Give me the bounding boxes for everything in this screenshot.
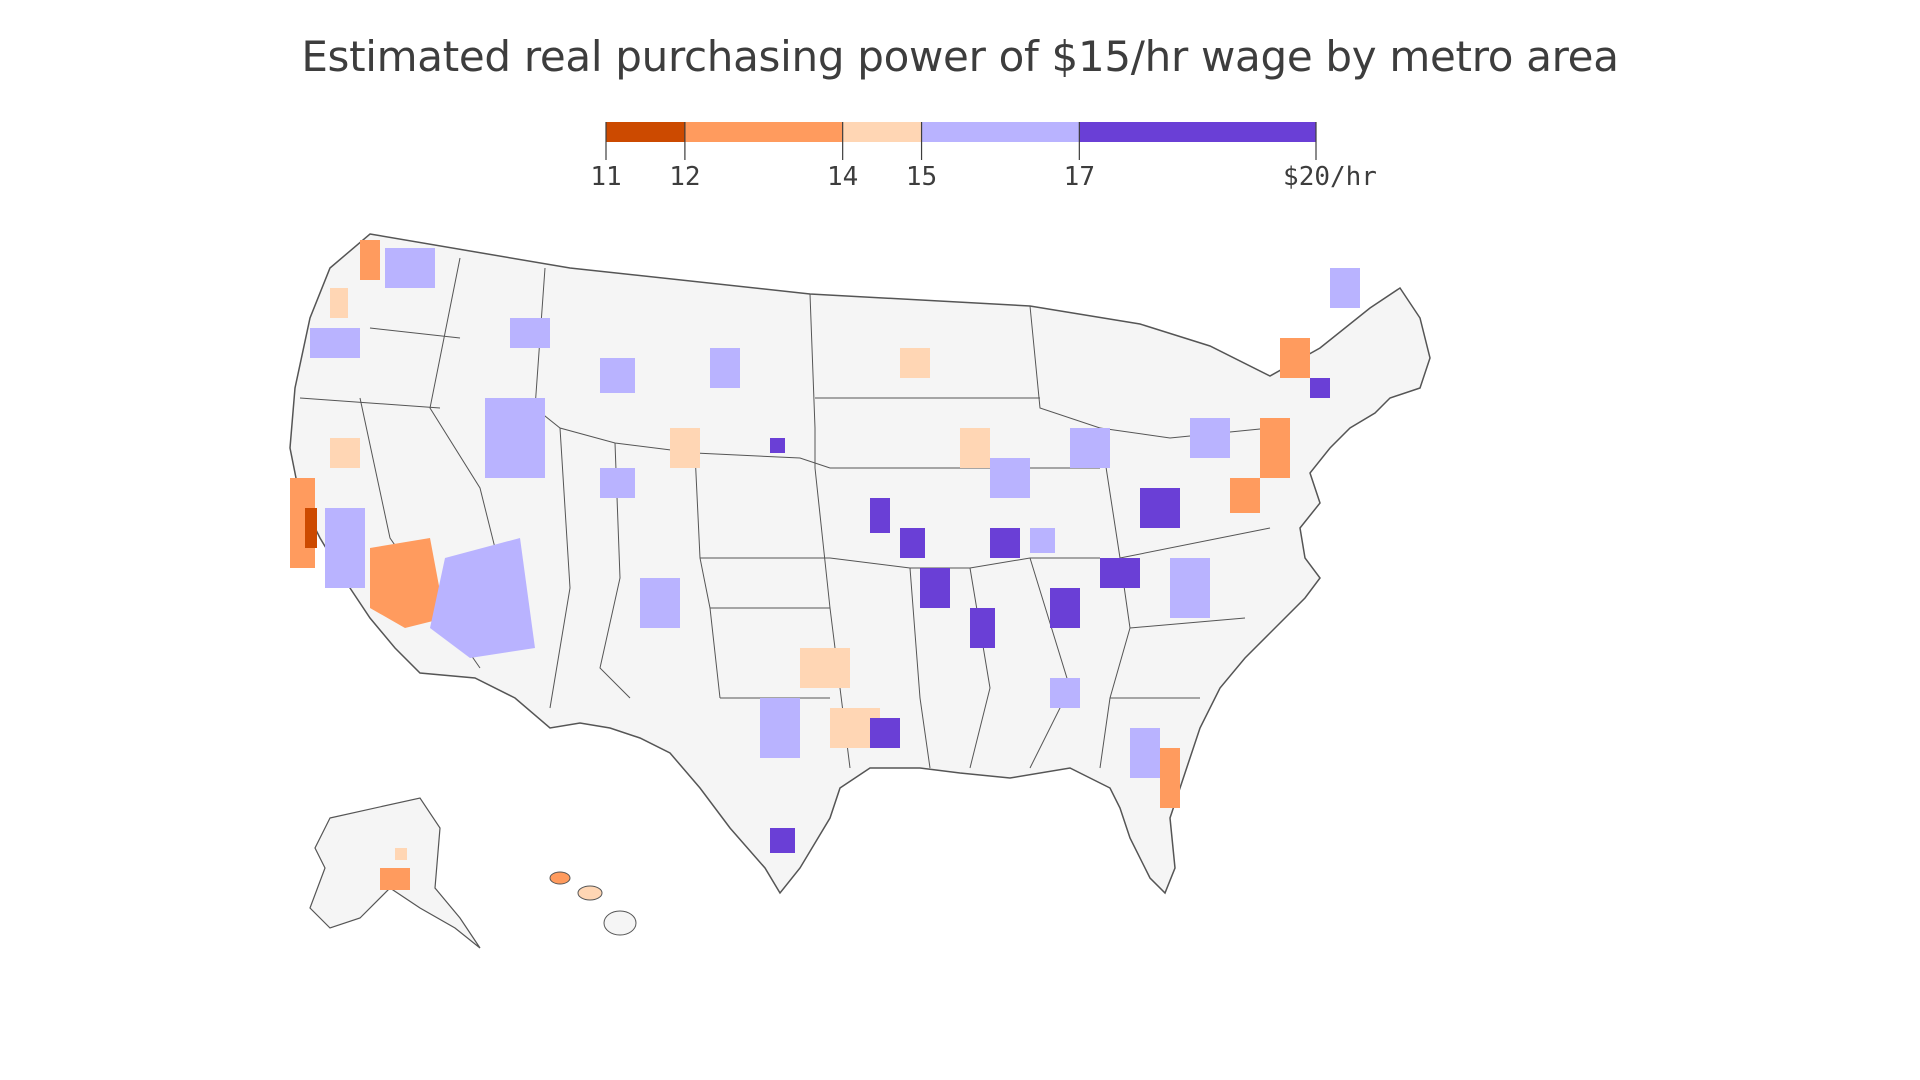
metro-area [1130, 728, 1160, 778]
metro-area [1190, 418, 1230, 458]
metro-area [1170, 558, 1210, 618]
metro-area [1230, 478, 1260, 513]
legend-bin-0 [606, 122, 685, 142]
legend-tick-label-4: 17 [1063, 162, 1095, 192]
metro-area [600, 358, 635, 393]
metro-area [310, 328, 360, 358]
metro-area [1140, 488, 1180, 528]
metro-area [1160, 748, 1180, 808]
us-choropleth [289, 233, 1431, 949]
metro-area [1310, 378, 1330, 398]
chart-title: Estimated real purchasing power of $15/h… [301, 32, 1619, 81]
metro-area [430, 538, 535, 658]
legend-tick-label-5: $20/hr [1283, 162, 1377, 192]
metro-area [870, 498, 890, 533]
legend-bin-3 [921, 122, 1080, 142]
metro-area [900, 348, 930, 378]
metro-area [870, 718, 900, 748]
legend-bin-2 [842, 122, 922, 142]
legend-tick-label-3: 15 [905, 162, 938, 192]
legend-scale [605, 122, 1317, 160]
hawaii-land [549, 871, 637, 936]
metro-area [305, 508, 317, 548]
legend-bin-1 [684, 122, 843, 142]
legend-tick-label-0: 11 [590, 162, 622, 192]
metro-area [1030, 528, 1055, 553]
legend: 11 12 14 15 17 $20/hr [0, 0, 1920, 220]
metro-area [1280, 338, 1310, 378]
metro-area [1050, 588, 1080, 628]
legend-tick-label-2: 14 [827, 162, 859, 192]
metro-area [360, 240, 380, 280]
metro-area [960, 428, 990, 468]
metro-area [370, 538, 445, 628]
metro-area-fairbanks [395, 848, 407, 860]
metro-area [970, 608, 995, 648]
metro-area [1330, 268, 1360, 308]
metro-area [640, 578, 680, 628]
metro-area [330, 438, 360, 468]
metro-area [920, 568, 950, 608]
metro-area [770, 828, 795, 853]
metro-area-anchorage [380, 868, 410, 890]
metro-area [670, 428, 700, 468]
metro-area [710, 348, 740, 388]
metro-area [1050, 678, 1080, 708]
metro-area [1070, 428, 1110, 468]
metro-area [990, 528, 1020, 558]
metro-area [600, 468, 635, 498]
metro-area [1260, 418, 1290, 478]
metro-area [325, 508, 365, 588]
legend-tick-label-1: 12 [669, 162, 701, 192]
metro-area [760, 698, 800, 758]
metro-area [385, 248, 435, 288]
metro-area [990, 458, 1030, 498]
legend-bin-4 [1079, 122, 1316, 142]
metro-area [900, 528, 925, 558]
metro-areas [290, 240, 1360, 853]
metro-area [770, 438, 785, 453]
metro-area [510, 318, 550, 348]
metro-area [485, 398, 545, 478]
metro-area [330, 288, 348, 318]
metro-area [800, 648, 850, 688]
metro-area [1100, 558, 1140, 588]
us-map [270, 228, 1670, 1048]
